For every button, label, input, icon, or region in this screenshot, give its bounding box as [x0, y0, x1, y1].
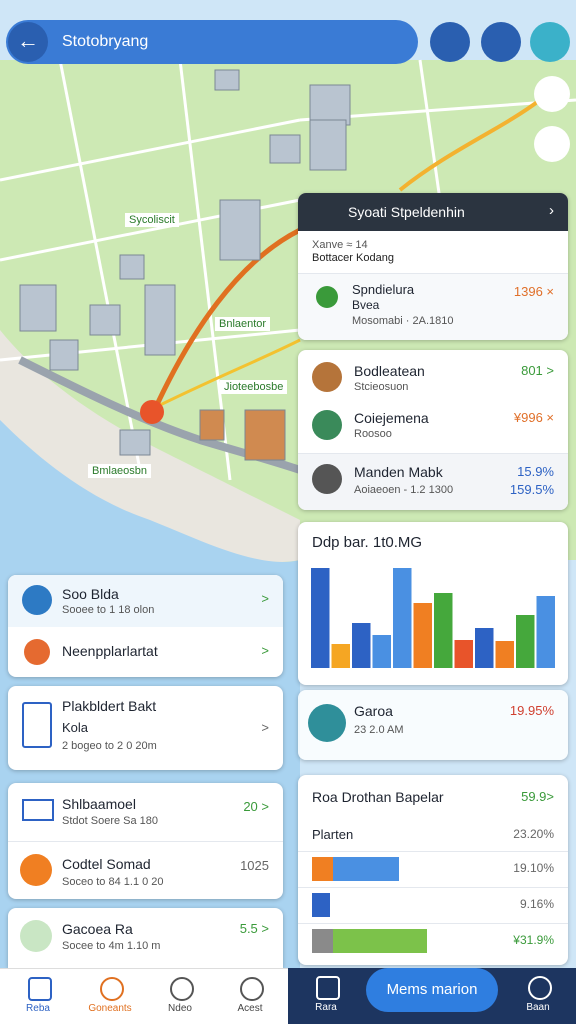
- bar: [311, 568, 330, 668]
- card-title: Roa Drothan Bapelar: [312, 789, 444, 805]
- item-title: Coiejemena: [354, 410, 429, 426]
- item-sub: Aoiaeoen - 1.2 1300: [354, 484, 454, 496]
- item-sub: Stdot Soere Sa 180: [62, 815, 159, 827]
- chevron: >: [261, 643, 269, 658]
- bar: [516, 615, 535, 668]
- left-card[interactable]: Gacoea Ra Socee to 4m 1.10 m 5.5 >: [8, 908, 283, 968]
- progress-bar: [312, 929, 333, 953]
- item-value: 5.5 >: [239, 921, 269, 936]
- map-label: Bmlaeosbn: [88, 464, 152, 478]
- item-value: 801 >: [521, 363, 554, 378]
- map-label: Sycoliscit: [125, 213, 179, 227]
- top-bar: ← Stotobryang: [6, 20, 418, 64]
- divider: [298, 887, 568, 888]
- back-button[interactable]: ←: [8, 22, 48, 62]
- places-card[interactable]: Bodleatean Stcieosuon 801 > Coiejemena R…: [298, 350, 568, 510]
- nav-item[interactable]: Baan: [526, 1002, 550, 1013]
- bar: [434, 593, 453, 668]
- bottom-nav-dark: Rara Mems marion Baan: [288, 968, 576, 1024]
- item-title: Bodleatean: [354, 363, 425, 379]
- item-title: Shlbaamoel: [62, 796, 136, 812]
- item-title: Spndielura: [352, 282, 415, 297]
- row-value: ¥31.9%: [513, 933, 554, 947]
- bar: [475, 628, 494, 668]
- item-sub: 2 bogeo to 2 0 20m: [62, 740, 157, 752]
- progress-bar: [312, 893, 331, 917]
- row-value: 9.16%: [519, 897, 554, 911]
- left-card[interactable]: Soo Blda Sooee to 1 18 olon > Neenpplarl…: [8, 575, 283, 677]
- item-value: 20 >: [243, 799, 269, 814]
- progress-bar: [312, 857, 333, 881]
- item-title: Garoa: [354, 703, 393, 719]
- item-title: Codtel Somad: [62, 856, 151, 872]
- item-value: 1396 ×: [513, 284, 554, 299]
- left-card[interactable]: Shlbaamoel Stdot Soere Sa 180 20 > Codte…: [8, 783, 283, 899]
- icon-button[interactable]: [481, 22, 521, 62]
- card-value: 59.9>: [521, 789, 554, 804]
- row-value: 23.20%: [513, 827, 554, 841]
- chart-card: Ddp bar. 1t0.MG: [298, 522, 568, 685]
- bar: [331, 644, 350, 668]
- divider: [298, 923, 568, 924]
- nav-item[interactable]: Rara: [315, 1002, 337, 1013]
- icon-button[interactable]: [530, 22, 570, 62]
- item-meta: Mosomabi · 2A.1810: [352, 315, 454, 327]
- weather-card[interactable]: Garoa 23 2.0 AM 19.95%: [298, 690, 568, 760]
- bar: [352, 623, 371, 668]
- bar: [372, 635, 391, 668]
- nav-item[interactable]: Acest: [237, 1003, 263, 1014]
- item-value: 1025: [240, 858, 269, 873]
- item-title: Gacoea Ra: [62, 921, 133, 937]
- route-card[interactable]: Syoati Stpeldenhin › Xanve ≈ 14 Bottacer…: [298, 193, 568, 340]
- icon-button[interactable]: [534, 76, 570, 112]
- item-value: 159.5%: [509, 482, 554, 497]
- subtitle: Xanve ≈ 14: [312, 239, 368, 251]
- chevron: >: [261, 591, 269, 606]
- nav-item[interactable]: Goneants: [88, 1003, 132, 1014]
- item-title: Neenpplarlartat: [62, 643, 158, 659]
- bottom-nav: Reba Goneants Ndeo Acest: [0, 968, 288, 1025]
- left-card[interactable]: Plakbldert Bakt Kola 2 bogeo to 2 0 20m …: [8, 686, 283, 770]
- bar: [454, 640, 473, 668]
- nav-item[interactable]: Ndeo: [168, 1003, 192, 1014]
- item-line: Bvea: [352, 298, 380, 312]
- divider: [298, 851, 568, 852]
- bar-chart: [311, 568, 555, 668]
- item-title: Manden Mabk: [354, 464, 443, 480]
- item-value: 19.95%: [509, 703, 554, 718]
- item-sub: Sooee to 1 18 olon: [62, 604, 155, 616]
- icon-button[interactable]: [430, 22, 470, 62]
- item-sub: Stcieosuon: [354, 381, 409, 393]
- chart-title: Ddp bar. 1t0.MG: [312, 534, 423, 551]
- icon-button[interactable]: [534, 126, 570, 162]
- stats-card: Roa Drothan Bapelar 59.9> Plarten 23.20%…: [298, 775, 568, 965]
- progress-bar: [332, 857, 400, 881]
- item-sub: Socee to 4m 1.10 m: [62, 940, 161, 952]
- item-sub: Roosoo: [354, 428, 392, 440]
- map-label: Bnlaentor: [215, 317, 271, 331]
- card-header: Syoati Stpeldenhin: [348, 204, 465, 220]
- item-value: 15.9%: [517, 464, 554, 479]
- nav-item[interactable]: Reba: [26, 1003, 50, 1014]
- subtext: Bottacer Kodang: [312, 252, 394, 264]
- progress-bar: [332, 929, 427, 953]
- action-button[interactable]: Mems marion: [366, 968, 498, 1012]
- item-title: Plakbldert Bakt: [62, 698, 157, 714]
- chevron: >: [261, 720, 269, 735]
- item-value: ¥996 ×: [513, 410, 554, 425]
- item-title: Soo Blda: [62, 586, 119, 602]
- map-label: Jioteebosbe: [220, 380, 288, 394]
- item-sub: 23 2.0 AM: [354, 724, 404, 736]
- bar: [393, 568, 412, 668]
- item-line: Kola: [62, 720, 89, 735]
- row-label: Plarten: [312, 827, 354, 842]
- bar: [413, 603, 432, 668]
- item-sub: Soceo to 84 1.1 0 20: [62, 876, 164, 888]
- title: Stotobryang: [62, 33, 149, 50]
- bar: [536, 596, 555, 668]
- row-value: 19.10%: [513, 861, 554, 875]
- bar: [495, 641, 514, 668]
